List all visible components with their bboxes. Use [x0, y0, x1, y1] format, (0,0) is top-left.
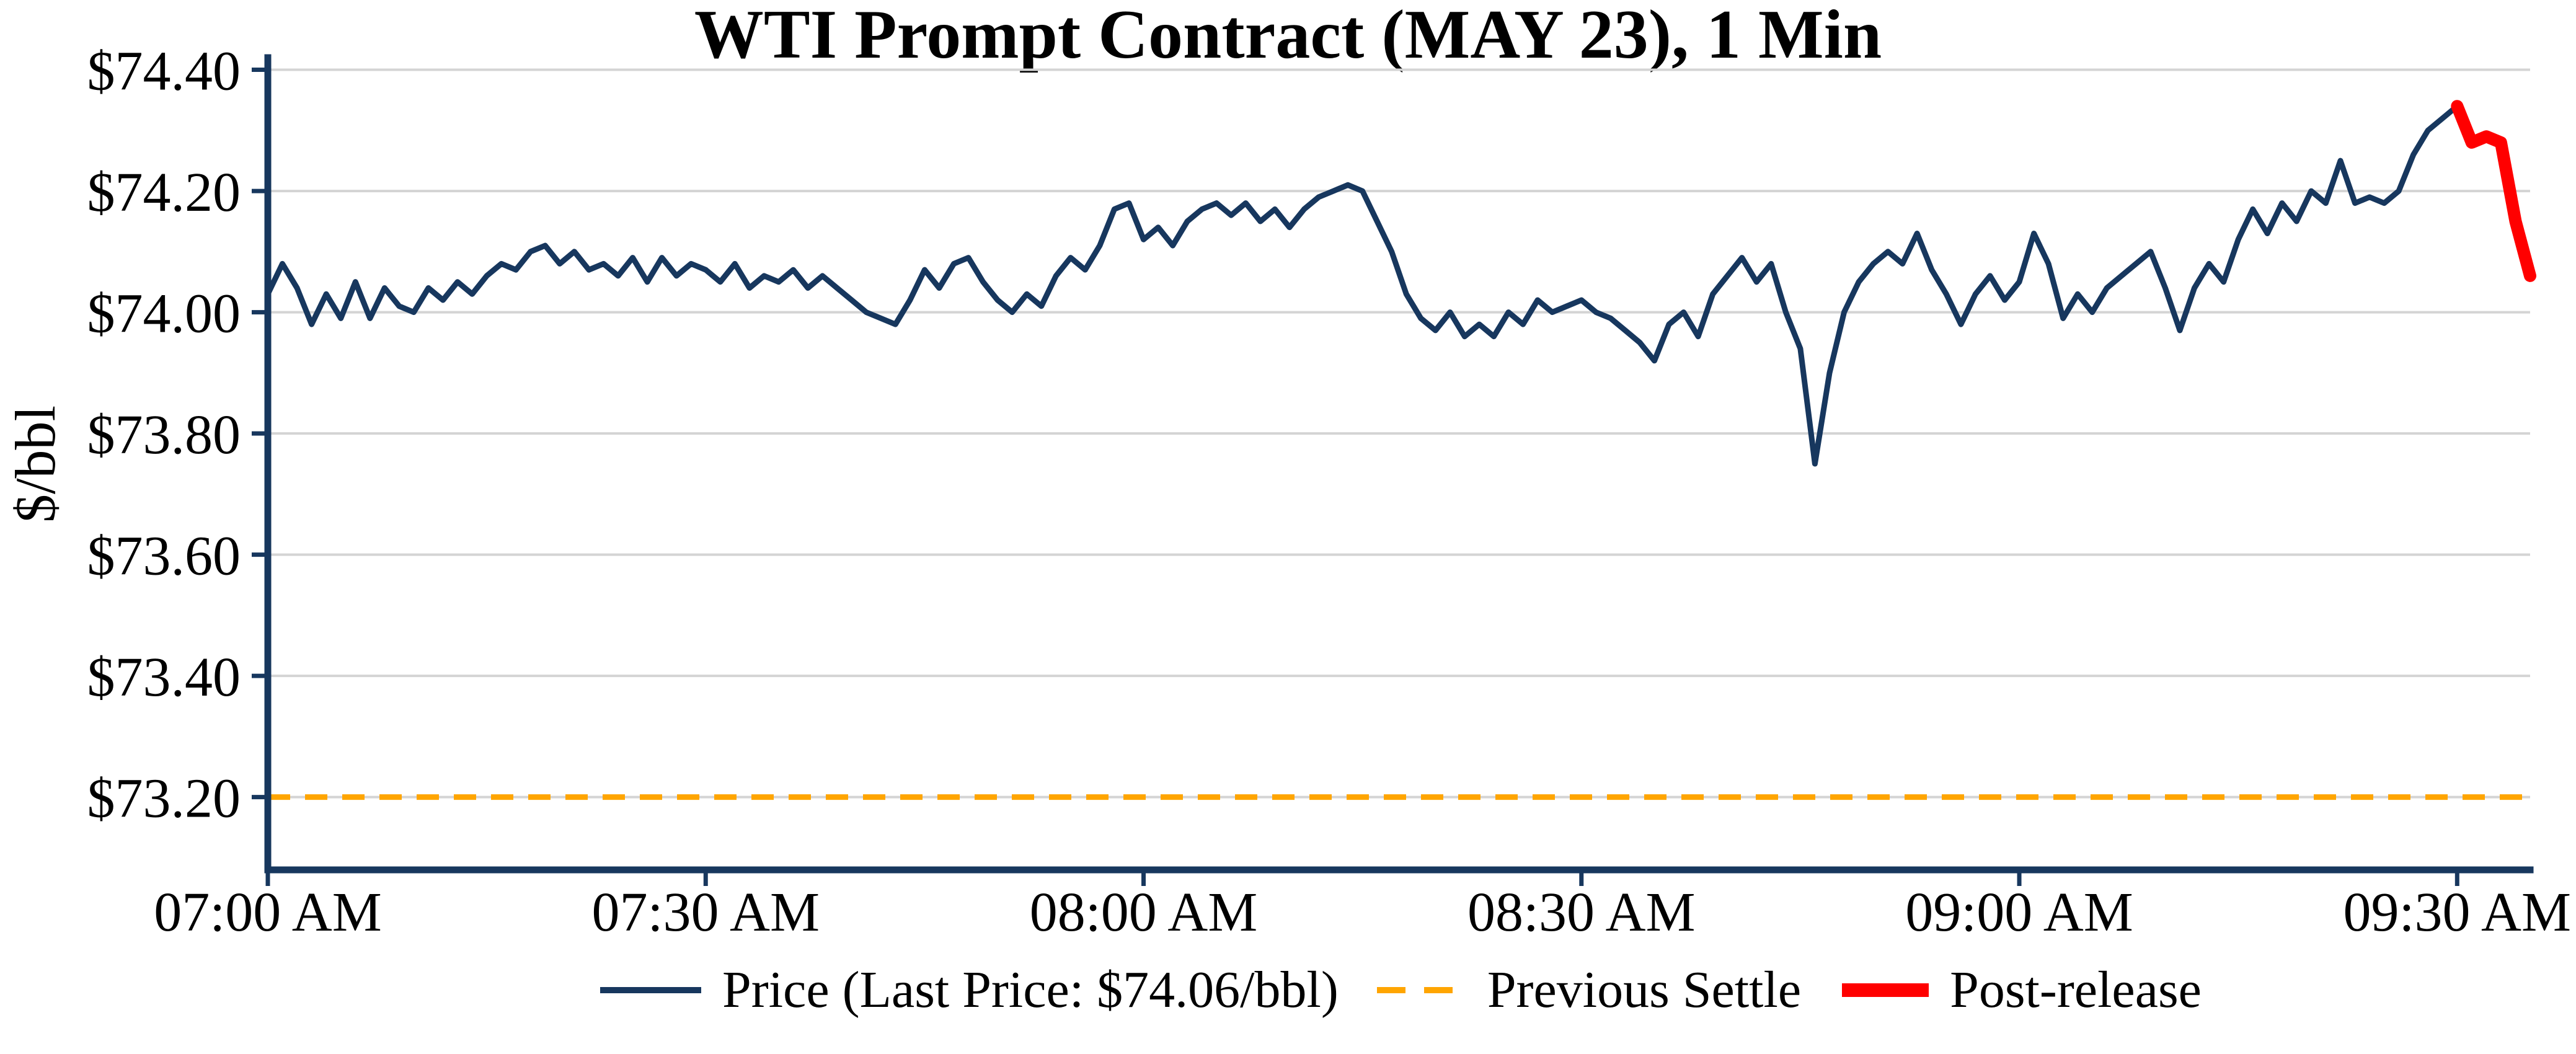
legend-label-post-release: Post-release: [1950, 961, 2202, 1019]
legend-label-price: Price (Last Price: $74.06/bbl): [722, 961, 1339, 1019]
y-tick-label: $74.40: [87, 41, 241, 102]
x-tick-label: 08:30 AM: [1467, 882, 1696, 943]
chart-title: WTI Prompt Contract (MAY 23), 1 Min: [694, 0, 1882, 73]
x-tick-label: 09:30 AM: [2344, 882, 2572, 943]
legend-item-price: Price (Last Price: $74.06/bbl): [596, 960, 1339, 1020]
y-tick-label: $73.20: [87, 768, 241, 830]
y-tick-label: $73.40: [87, 647, 241, 708]
post-release-swatch-icon: [1842, 983, 1929, 997]
y-tick-label: $74.00: [87, 283, 241, 345]
legend-item-previous-settle: Previous Settle: [1376, 960, 1801, 1020]
x-tick-label: 07:30 AM: [591, 882, 820, 943]
post-release-line: [2451, 100, 2536, 282]
y-tick-label: $74.20: [87, 162, 241, 223]
previous-settle-swatch-icon: [1376, 986, 1469, 993]
y-tick-label: $73.60: [87, 526, 241, 587]
chart-legend: Price (Last Price: $74.06/bbl) Previous …: [268, 960, 2530, 1020]
price-line: [265, 103, 2460, 467]
x-tick-label: 09:00 AM: [1905, 882, 2133, 943]
price-line-swatch-icon: [600, 986, 702, 993]
legend-label-previous-settle: Previous Settle: [1487, 961, 1802, 1019]
legend-item-post-release: Post-release: [1838, 960, 2202, 1020]
x-tick-label: 07:00 AM: [154, 882, 382, 943]
x-tick-label: 08:00 AM: [1030, 882, 1258, 943]
y-tick-label: $73.80: [87, 404, 241, 466]
